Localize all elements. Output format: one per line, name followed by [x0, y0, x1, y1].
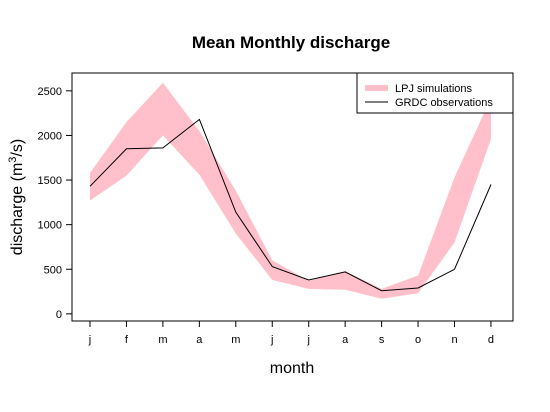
y-tick-label: 1000	[38, 220, 62, 232]
y-tick-label: 1500	[38, 175, 62, 187]
x-tick-label: f	[125, 334, 129, 346]
legend: LPJ simulations GRDC observations	[356, 72, 514, 114]
y-tick-label: 500	[44, 264, 62, 276]
plot-frame	[71, 72, 514, 322]
y-axis-title-sup: 3	[7, 157, 19, 163]
x-tick-label: s	[379, 334, 385, 346]
plot-area	[89, 82, 492, 299]
y-axis-title-suffix: /s)	[9, 139, 26, 157]
lpj-simulations-band	[90, 82, 491, 299]
x-axis-title: month	[270, 360, 314, 377]
x-tick-label: o	[415, 334, 421, 346]
x-tick-label: d	[488, 334, 494, 346]
chart-title: Mean Monthly discharge	[192, 33, 390, 52]
legend-label-lpj-simulations: LPJ simulations	[395, 83, 473, 95]
x-tick-label: m	[231, 334, 240, 346]
y-tick-label: 2500	[38, 86, 62, 98]
x-tick-label: m	[158, 334, 167, 346]
legend-label-grdc-observations: GRDC observations	[395, 97, 493, 109]
grdc-observations-line	[89, 118, 492, 292]
y-axis-title: discharge (m3/s)	[7, 139, 26, 255]
y-tick-label: 2000	[38, 130, 62, 142]
x-tick-label: a	[342, 334, 349, 346]
x-tick-label: a	[196, 334, 203, 346]
x-tick-label: j	[306, 334, 309, 346]
y-tick-label: 0	[56, 309, 62, 321]
legend-box	[356, 72, 514, 114]
y-axis: 0 500 1000 1500 2000 2500	[38, 86, 72, 321]
x-tick-label: j	[270, 334, 273, 346]
x-tick-label: n	[451, 334, 457, 346]
y-axis-title-main: discharge (m	[9, 163, 26, 255]
x-tick-label: j	[88, 334, 91, 346]
